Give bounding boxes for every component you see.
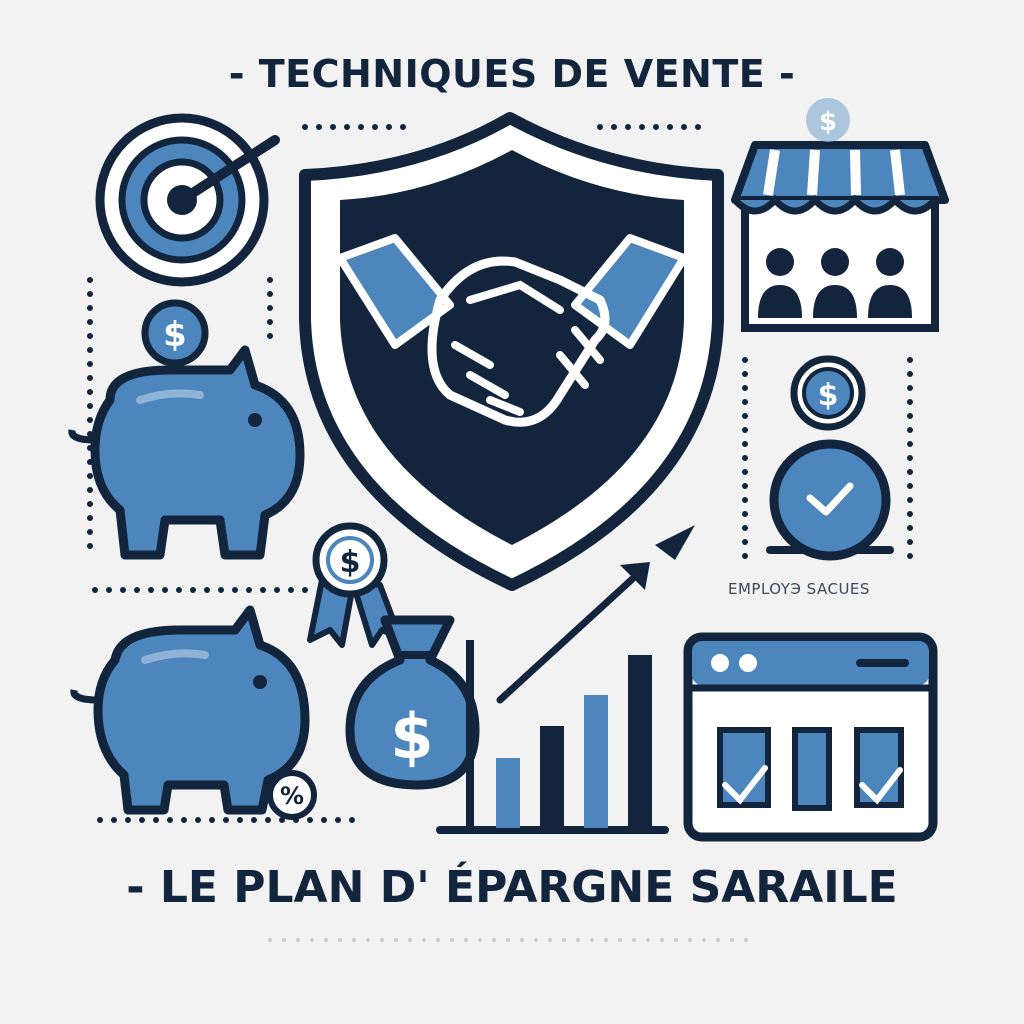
svg-text:$: $ [818,378,839,413]
check-badge-icon [766,439,894,561]
people-icon [758,248,912,318]
svg-text:$: $ [819,107,837,137]
page-subtitle: - LE PLAN D' ÉPARGNE SARAILE [126,862,898,913]
dotted-connectors [87,124,913,942]
shield-handshake-icon [299,112,724,591]
piggy-bank-icon [68,345,305,560]
piggy-bank-icon [70,605,310,815]
coin-icon: $ [141,299,209,367]
svg-text:$: $ [340,545,361,580]
svg-text:$: $ [163,315,187,355]
percent-icon: % [267,770,317,820]
storefront-icon: $ [731,98,949,332]
money-bag-icon: $ [345,615,480,790]
page-title: - TECHNIQUES DE VENTE - [228,52,796,96]
svg-text:%: % [280,782,304,810]
svg-text:$: $ [390,700,433,773]
target-icon [95,113,280,287]
growth-chart-icon [436,525,695,834]
employee-caption: EMPLOYЭ SACUES [728,580,870,598]
coin-icon: $ [790,355,866,431]
dashboard-window-icon [683,632,938,842]
